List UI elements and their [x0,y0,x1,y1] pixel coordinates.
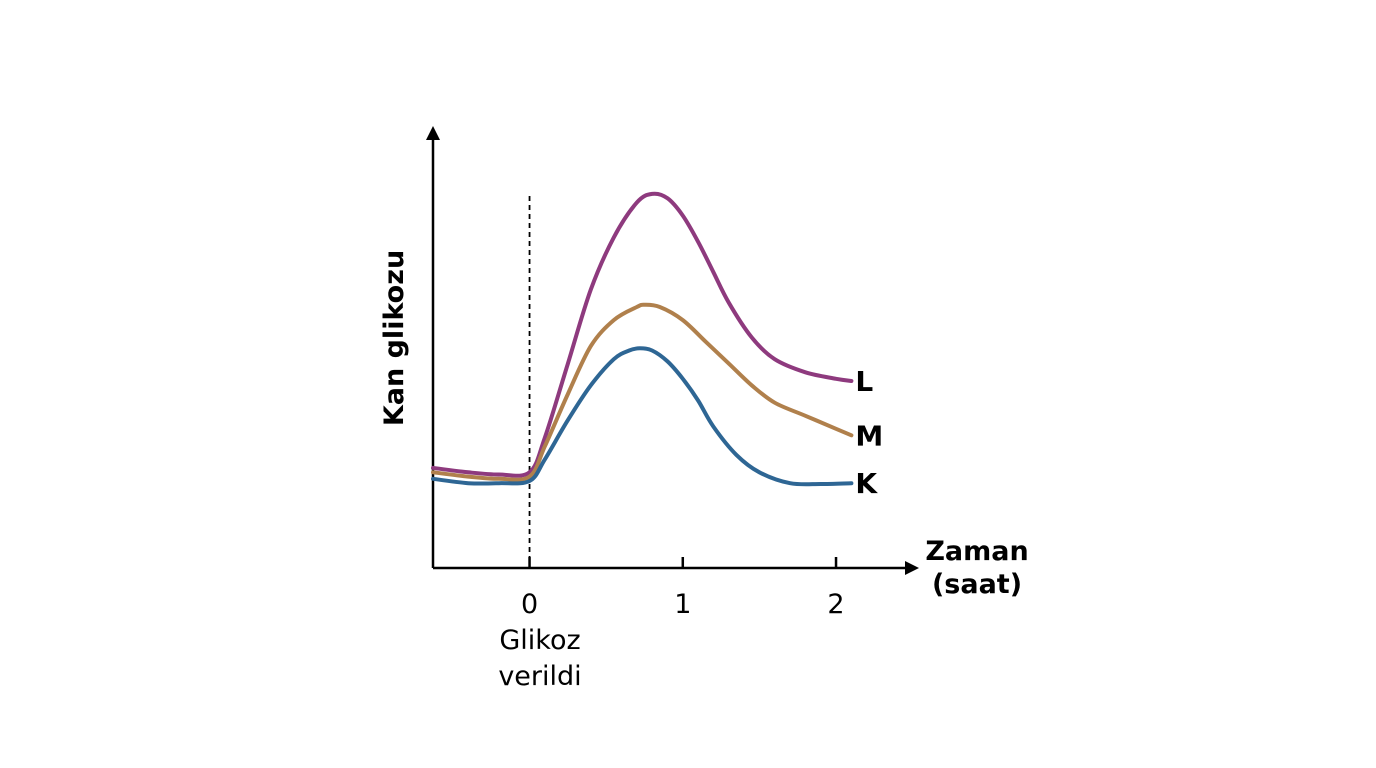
series-label-l: L [855,365,873,398]
series-line-m [431,302,854,482]
y-axis-title: Kan glikozu [379,250,410,426]
glucose-given-label-line1: Glikoz [499,625,580,656]
glucose-given-label-line2: verildi [498,661,581,692]
x-axis-title: Zaman [925,536,1028,567]
x-tick-label-1: 1 [674,589,691,620]
x-tick-label-0: 0 [521,589,538,620]
x-tick-label-2: 2 [827,589,844,620]
series-line-l [431,191,854,478]
series-label-k: K [855,467,878,500]
x-axis-unit: (saat) [932,569,1022,600]
series-line-k [431,346,854,487]
series-label-m: M [855,419,883,452]
